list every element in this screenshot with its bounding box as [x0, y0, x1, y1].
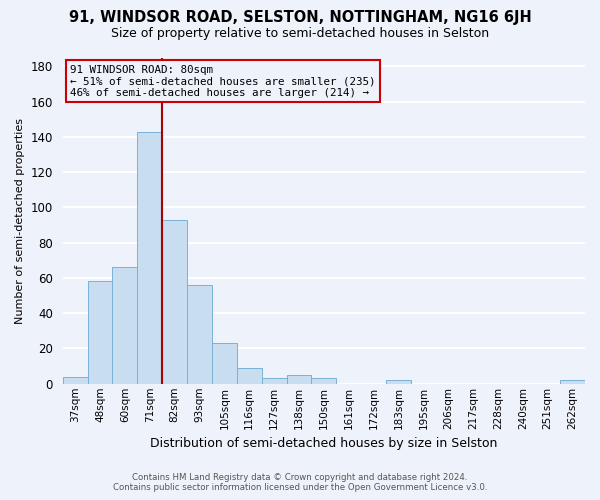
Bar	[88, 282, 112, 384]
Text: 91, WINDSOR ROAD, SELSTON, NOTTINGHAM, NG16 6JH: 91, WINDSOR ROAD, SELSTON, NOTTINGHAM, N…	[68, 10, 532, 25]
X-axis label: Distribution of semi-detached houses by size in Selston: Distribution of semi-detached houses by …	[150, 437, 497, 450]
Bar	[262, 378, 287, 384]
Y-axis label: Number of semi-detached properties: Number of semi-detached properties	[15, 118, 25, 324]
Bar	[212, 343, 237, 384]
Bar	[560, 380, 585, 384]
Bar	[386, 380, 411, 384]
Bar	[287, 375, 311, 384]
Bar	[187, 285, 212, 384]
Bar	[311, 378, 336, 384]
Bar	[237, 368, 262, 384]
Bar	[162, 220, 187, 384]
Bar	[62, 376, 88, 384]
Text: Size of property relative to semi-detached houses in Selston: Size of property relative to semi-detach…	[111, 28, 489, 40]
Bar	[137, 132, 162, 384]
Text: 91 WINDSOR ROAD: 80sqm
← 51% of semi-detached houses are smaller (235)
46% of se: 91 WINDSOR ROAD: 80sqm ← 51% of semi-det…	[70, 64, 376, 98]
Text: Contains HM Land Registry data © Crown copyright and database right 2024.
Contai: Contains HM Land Registry data © Crown c…	[113, 473, 487, 492]
Bar	[112, 268, 137, 384]
